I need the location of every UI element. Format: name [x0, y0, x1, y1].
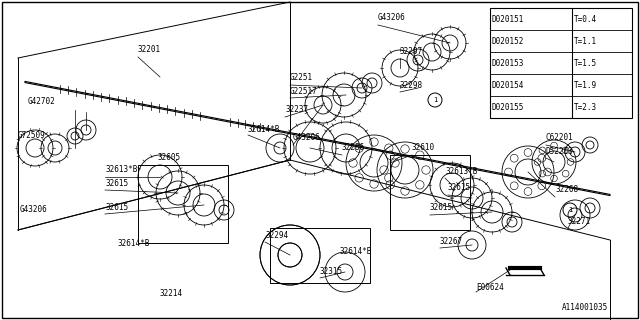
Text: T=0.4: T=0.4 — [574, 14, 598, 23]
Text: D52203: D52203 — [546, 148, 573, 156]
Text: 32614*B: 32614*B — [248, 125, 280, 134]
Text: E00624: E00624 — [476, 284, 504, 292]
Text: G43206: G43206 — [293, 133, 321, 142]
Text: 1: 1 — [568, 207, 572, 213]
Text: 32214: 32214 — [160, 289, 183, 298]
Text: 32605: 32605 — [158, 154, 181, 163]
Bar — [270, 228, 370, 283]
Text: D020153: D020153 — [492, 59, 524, 68]
Text: 32315: 32315 — [320, 268, 343, 276]
Text: 1: 1 — [433, 97, 437, 103]
Text: D020155: D020155 — [492, 102, 524, 111]
Text: T=1.5: T=1.5 — [574, 59, 598, 68]
Text: T=1.9: T=1.9 — [574, 81, 598, 90]
Text: 32267: 32267 — [440, 237, 463, 246]
Text: A114001035: A114001035 — [562, 303, 608, 313]
Bar — [390, 155, 470, 230]
Text: 32286: 32286 — [342, 143, 365, 153]
Text: 32615: 32615 — [105, 203, 128, 212]
Text: G43206: G43206 — [20, 205, 48, 214]
Text: D020152: D020152 — [492, 36, 524, 45]
Text: 32615: 32615 — [105, 179, 128, 188]
Text: T=1.1: T=1.1 — [574, 36, 598, 45]
Text: T=2.3: T=2.3 — [574, 102, 598, 111]
Text: G22517: G22517 — [290, 86, 317, 95]
Text: D020151: D020151 — [492, 14, 524, 23]
Text: 32610: 32610 — [412, 143, 435, 153]
Text: G72509: G72509 — [18, 132, 45, 140]
Text: D020154: D020154 — [492, 81, 524, 90]
Text: G42702: G42702 — [28, 98, 56, 107]
Text: 32294: 32294 — [265, 231, 288, 241]
Text: 32268: 32268 — [555, 186, 578, 195]
Text: 32237: 32237 — [285, 106, 308, 115]
Text: 32614*B: 32614*B — [340, 247, 372, 257]
Bar — [490, 8, 632, 118]
Text: 32615: 32615 — [430, 204, 453, 212]
Text: G2251: G2251 — [290, 74, 313, 83]
Text: 32614*B: 32614*B — [118, 238, 150, 247]
Text: 32613*B: 32613*B — [105, 165, 138, 174]
Bar — [138, 165, 228, 243]
Text: G43206: G43206 — [378, 13, 406, 22]
Text: 32271: 32271 — [568, 218, 591, 227]
Text: C62201: C62201 — [546, 133, 573, 142]
Text: 32297: 32297 — [400, 47, 423, 57]
Text: 32613*B: 32613*B — [445, 167, 477, 177]
Text: 32615: 32615 — [448, 183, 471, 193]
Text: 32298: 32298 — [400, 82, 423, 91]
Text: 32201: 32201 — [138, 45, 161, 54]
